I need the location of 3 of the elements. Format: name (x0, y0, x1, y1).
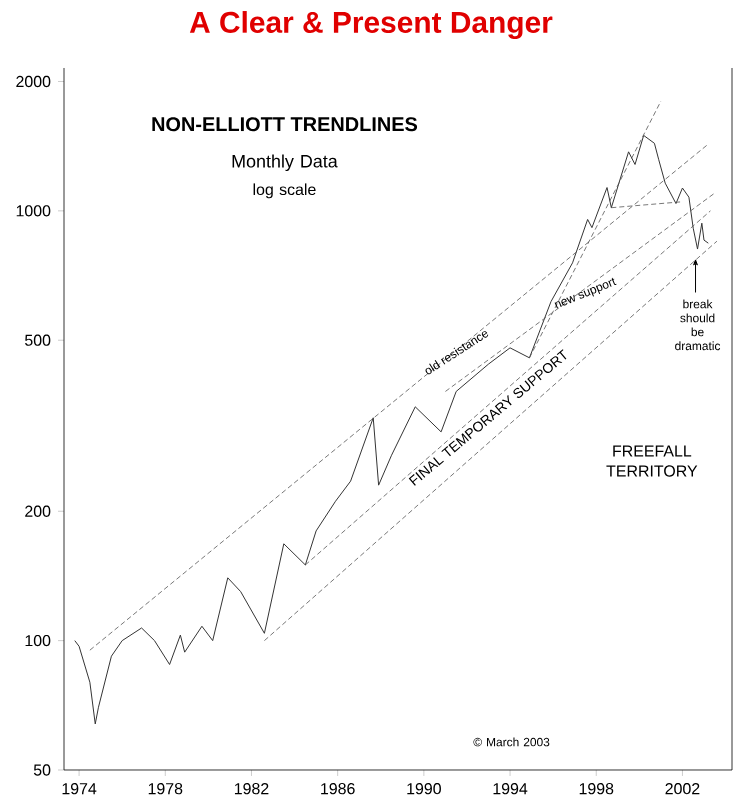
annotation: Monthly Data (232, 154, 338, 172)
text: NON-ELLIOTT TRENDLINES (152, 117, 418, 132)
chart-title: A Clear & Present Danger (189, 11, 553, 40)
